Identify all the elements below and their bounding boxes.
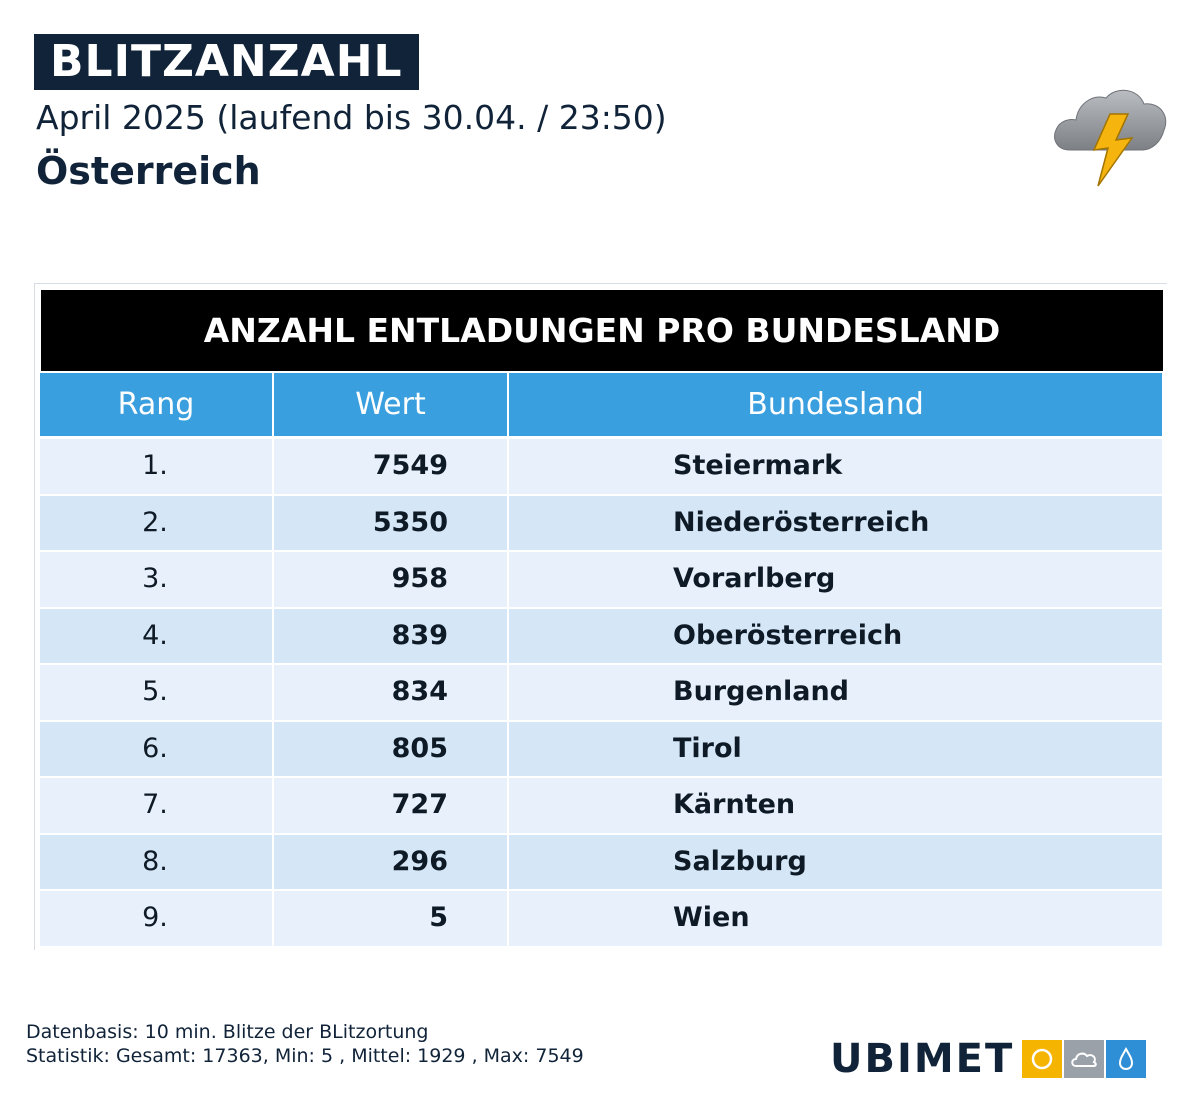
table-row: 1. 7549 Steiermark xyxy=(40,439,1162,494)
cell-wert: 5 xyxy=(274,891,507,946)
page-title: BLITZANZAHL xyxy=(34,34,419,90)
cell-rang: 2. xyxy=(40,495,272,550)
cell-bundesland: Vorarlberg xyxy=(509,552,1162,607)
region-label: Österreich xyxy=(36,149,261,193)
cell-rang: 6. xyxy=(40,721,272,776)
table-row: 2. 5350 Niederösterreich xyxy=(40,495,1162,550)
table-row: 7. 727 Kärnten xyxy=(40,778,1162,833)
table-row: 9. 5 Wien xyxy=(40,891,1162,946)
cell-rang: 7. xyxy=(40,778,272,833)
table-title: ANZAHL ENTLADUNGEN PRO BUNDESLAND xyxy=(41,290,1163,371)
cell-wert: 834 xyxy=(274,665,507,720)
table-row: 3. 958 Vorarlberg xyxy=(40,552,1162,607)
footer-notes: Datenbasis: 10 min. Blitze der BLitzortu… xyxy=(26,1020,584,1068)
ranking-table: ANZAHL ENTLADUNGEN PRO BUNDESLAND Rang W… xyxy=(34,283,1167,950)
sun-icon xyxy=(1022,1040,1063,1078)
column-header-wert: Wert xyxy=(274,373,507,436)
thunderstorm-cloud-icon xyxy=(1054,89,1167,187)
cell-rang: 8. xyxy=(40,834,272,889)
page-subtitle: April 2025 (laufend bis 30.04. / 23:50) xyxy=(36,98,667,137)
column-header-rang: Rang xyxy=(40,373,272,436)
cell-wert: 958 xyxy=(274,552,507,607)
cell-bundesland: Tirol xyxy=(509,721,1162,776)
table-row: 8. 296 Salzburg xyxy=(40,834,1162,889)
cell-bundesland: Niederösterreich xyxy=(509,495,1162,550)
cell-bundesland: Kärnten xyxy=(509,778,1162,833)
cell-bundesland: Steiermark xyxy=(509,439,1162,494)
raindrop-icon xyxy=(1106,1040,1147,1078)
cell-wert: 839 xyxy=(274,608,507,663)
cell-rang: 3. xyxy=(40,552,272,607)
column-header-bundesland: Bundesland xyxy=(509,373,1162,436)
cell-wert: 727 xyxy=(274,778,507,833)
cell-rang: 5. xyxy=(40,665,272,720)
cell-rang: 1. xyxy=(40,439,272,494)
footer-statistics: Statistik: Gesamt: 17363, Min: 5 , Mitte… xyxy=(26,1045,584,1067)
cell-bundesland: Oberösterreich xyxy=(509,608,1162,663)
cell-bundesland: Burgenland xyxy=(509,665,1162,720)
cell-bundesland: Wien xyxy=(509,891,1162,946)
cell-rang: 4. xyxy=(40,608,272,663)
cell-wert: 5350 xyxy=(274,495,507,550)
footer-data-source: Datenbasis: 10 min. Blitze der BLitzortu… xyxy=(26,1021,429,1043)
brand-name: UBIMET xyxy=(830,1036,1015,1082)
brand-logo: UBIMET xyxy=(830,1036,1147,1082)
cell-bundesland: Salzburg xyxy=(509,834,1162,889)
cloud-icon xyxy=(1064,1040,1105,1078)
cell-wert: 7549 xyxy=(274,439,507,494)
table-header: Rang Wert Bundesland xyxy=(40,373,1162,436)
table-row: 4. 839 Oberösterreich xyxy=(40,608,1162,663)
cell-wert: 296 xyxy=(274,834,507,889)
table-row: 5. 834 Burgenland xyxy=(40,665,1162,720)
table-body: 1. 7549 Steiermark 2. 5350 Niederösterreich 3.… xyxy=(40,439,1162,948)
table-row: 6. 805 Tirol xyxy=(40,721,1162,776)
cell-wert: 805 xyxy=(274,721,507,776)
cell-rang: 9. xyxy=(40,891,272,946)
